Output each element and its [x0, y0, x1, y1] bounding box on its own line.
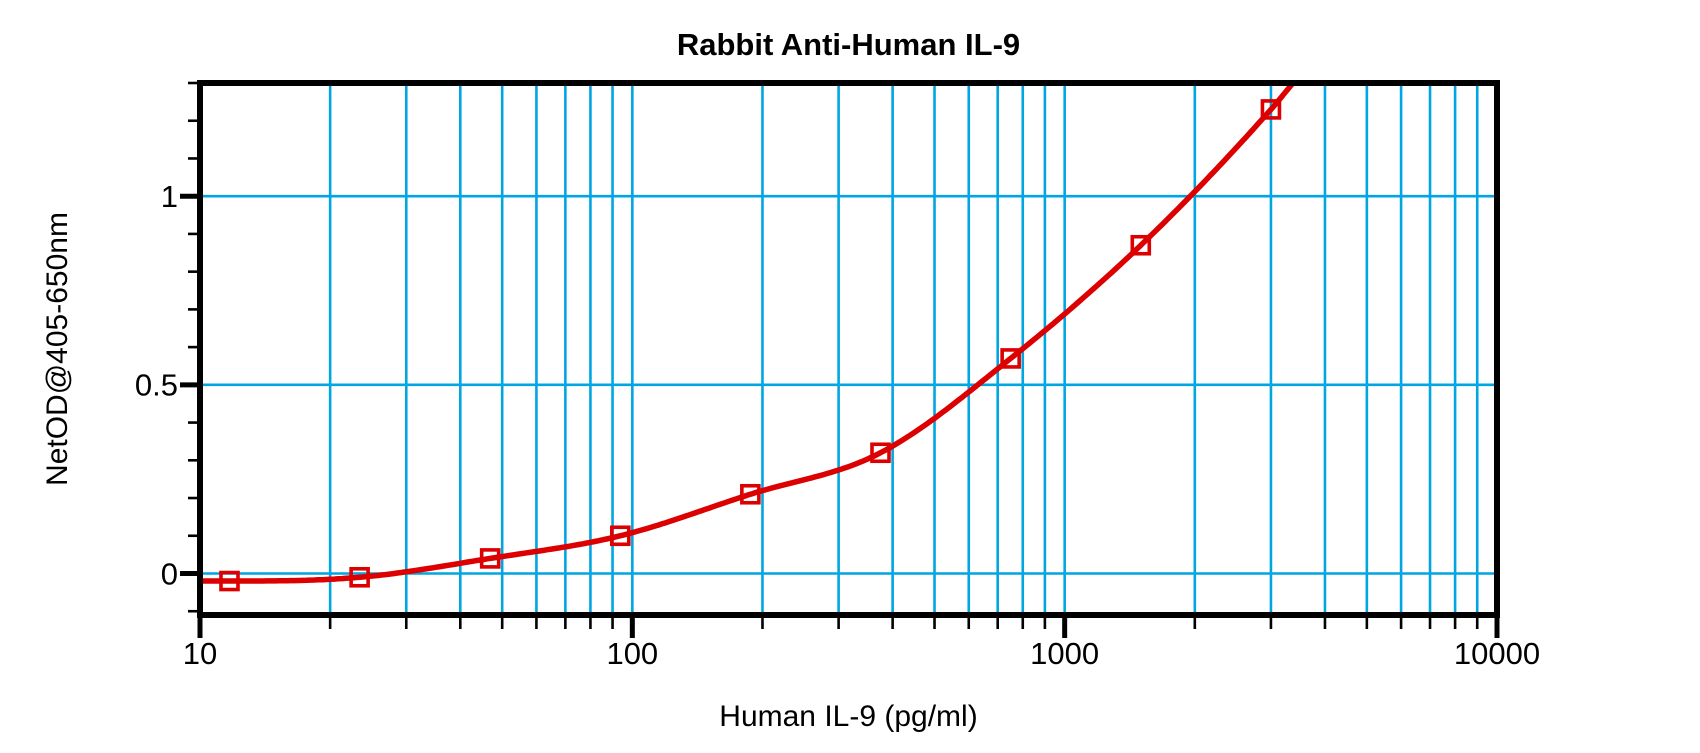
- data-point-marker: [610, 525, 631, 547]
- x-tick-label: 10: [183, 636, 217, 671]
- x-axis-label: Human IL-9 (pg/ml): [719, 700, 978, 733]
- data-point-marker: [740, 483, 761, 505]
- x-ticks: [197, 618, 1500, 638]
- chart-title: Rabbit Anti-Human IL-9: [676, 27, 1021, 62]
- horizontal-gridlines: [200, 194, 1497, 575]
- x-tick-label: 100: [606, 636, 658, 671]
- vertical-gridlines: [328, 83, 1479, 615]
- y-tick-labels: 00.51: [135, 179, 178, 591]
- x-tick-labels: 10 100 1000 10000: [183, 636, 1540, 671]
- data-point-marker: [219, 570, 240, 592]
- data-point-marker: [1130, 234, 1152, 256]
- y-tick-label: 1: [161, 179, 178, 214]
- standard-curve: [203, 86, 1295, 584]
- data-point-marker: [1260, 99, 1282, 120]
- data-point-marker: [349, 566, 370, 588]
- x-tick-label: 10000: [1454, 636, 1540, 671]
- data-point-markers: [219, 99, 1282, 592]
- plot-frame: [197, 80, 1500, 618]
- y-ticks: [180, 81, 197, 613]
- data-point-marker: [870, 442, 891, 464]
- y-tick-label: 0.5: [135, 368, 178, 403]
- y-tick-label: 0: [161, 556, 178, 591]
- data-point-marker: [1000, 348, 1021, 369]
- data-point-marker: [479, 548, 501, 569]
- x-tick-label: 1000: [1030, 636, 1099, 671]
